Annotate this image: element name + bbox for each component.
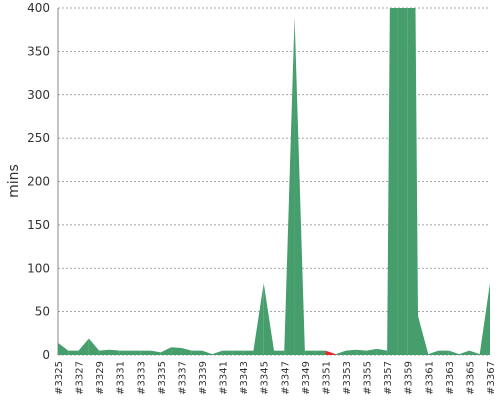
area-segment <box>448 350 460 355</box>
area-segment <box>376 348 388 355</box>
area-segment <box>469 350 480 355</box>
area-segment <box>253 282 264 355</box>
area-segment <box>315 350 326 355</box>
area-segment <box>428 350 439 355</box>
area-segment <box>99 349 110 355</box>
area-segment <box>109 349 120 355</box>
area-segment <box>171 347 182 355</box>
x-tick-label: #3333 <box>136 361 147 395</box>
x-tick-label: #3343 <box>239 361 250 395</box>
x-tick-label: #3329 <box>95 361 106 395</box>
area-segment <box>387 8 398 355</box>
x-tick-label: #3357 <box>383 361 394 395</box>
area-segment <box>418 315 429 355</box>
area-segment <box>222 350 233 355</box>
y-tick-label: 50 <box>35 305 50 319</box>
x-tick-label: #3339 <box>198 361 209 395</box>
area-segment <box>479 282 490 355</box>
x-tick-label: #3359 <box>404 361 415 395</box>
y-tick-label: 350 <box>27 44 50 58</box>
x-tick-label: #3335 <box>157 361 168 395</box>
area-segment <box>119 350 130 355</box>
area-segment <box>212 350 223 355</box>
area-segment <box>356 349 367 355</box>
y-axis-label: mins <box>6 164 22 198</box>
area-segment <box>274 350 285 355</box>
x-tick-label: #3341 <box>219 361 230 395</box>
area-segment <box>88 338 100 355</box>
area-segment <box>58 342 69 355</box>
area-segment <box>202 350 213 355</box>
y-tick-label: 0 <box>42 348 50 362</box>
y-tick-label: 150 <box>27 218 50 232</box>
area-segment <box>68 350 79 355</box>
x-tick-label: #3331 <box>116 361 127 395</box>
area-segment <box>181 348 192 355</box>
x-tick-label: #3347 <box>280 361 291 395</box>
x-tick-label: #3367 <box>486 361 497 395</box>
area-segment <box>346 349 357 355</box>
area-segment <box>191 350 202 355</box>
area-segment <box>397 8 408 355</box>
area-segment <box>160 347 172 355</box>
x-tick-label: #3353 <box>342 361 353 395</box>
x-tick-label: #3325 <box>54 361 65 395</box>
x-tick-label: #3361 <box>424 361 435 395</box>
area-segment <box>294 16 305 355</box>
area-segment <box>263 282 274 355</box>
area-segment <box>407 8 418 355</box>
x-tick-label: #3327 <box>75 361 86 395</box>
area-group <box>58 8 490 355</box>
x-tick-label: #3351 <box>321 361 332 395</box>
y-tick-label: 100 <box>27 261 50 275</box>
area-segment <box>78 338 89 355</box>
area-segment <box>304 350 316 355</box>
area-segment <box>150 350 161 355</box>
y-tick-label: 250 <box>27 131 50 145</box>
area-segment <box>459 350 470 355</box>
x-tick-label: #3337 <box>177 361 188 395</box>
x-tick-label: #3349 <box>301 361 312 395</box>
area-segment <box>243 350 254 355</box>
y-tick-label: 300 <box>27 88 50 102</box>
y-tick-label: 400 <box>27 1 50 15</box>
x-tick-label: #3365 <box>465 361 476 395</box>
area-segment <box>438 350 449 355</box>
area-segment <box>140 350 151 355</box>
y-tick-label: 200 <box>27 175 50 189</box>
area-segment <box>284 16 295 355</box>
area-segment <box>366 348 377 355</box>
x-tick-label: #3355 <box>363 361 374 395</box>
area-segment <box>130 350 141 355</box>
area-segment <box>325 350 336 355</box>
x-tick-label: #3363 <box>445 361 456 395</box>
area-segment <box>335 350 346 355</box>
x-tick-label: #3345 <box>260 361 271 395</box>
area-segment <box>232 350 244 355</box>
